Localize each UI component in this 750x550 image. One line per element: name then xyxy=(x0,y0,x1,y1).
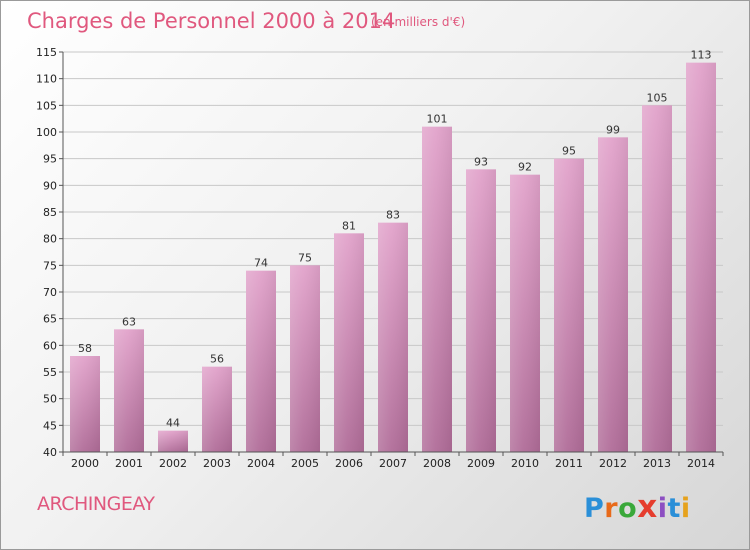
bar-shine xyxy=(686,62,716,453)
bar-shine xyxy=(466,169,496,453)
y-tick-label: 85 xyxy=(43,206,57,219)
y-tick-label: 40 xyxy=(43,446,57,459)
axis-layer: 40 45 50 55 60 65 70 75 80 85 90 95 100 105 110 115 2000… xyxy=(36,46,724,470)
x-tick-label: 2006 xyxy=(335,457,363,470)
y-tick-label: 55 xyxy=(43,366,57,379)
logo-letter: r xyxy=(604,493,619,524)
logo-letter: i xyxy=(680,493,691,524)
bar-layer: 58 63 44 56 74 75 81 83 101 93 92 95 99 105 113 xyxy=(70,49,716,453)
logo-letter: o xyxy=(618,493,638,524)
data-label: 63 xyxy=(122,315,136,328)
data-label: 58 xyxy=(78,342,92,355)
y-tick-label: 65 xyxy=(43,313,57,326)
bar-shine xyxy=(642,105,672,452)
chart-subtitle: (en milliers d'€) xyxy=(371,15,465,29)
x-tick-label: 2008 xyxy=(423,457,451,470)
data-label: 92 xyxy=(518,161,532,174)
y-tick-label: 50 xyxy=(43,393,57,406)
logo-letter: t xyxy=(667,493,681,524)
logo-letter: i xyxy=(657,493,668,524)
x-tick-label: 2009 xyxy=(467,457,495,470)
y-tick-label: 45 xyxy=(43,419,57,432)
bar-shine xyxy=(422,126,452,453)
x-tick-label: 2007 xyxy=(379,457,407,470)
bar-shine xyxy=(114,329,144,452)
x-tick-label: 2010 xyxy=(511,457,539,470)
data-label: 95 xyxy=(562,145,576,158)
y-tick-label: 110 xyxy=(36,73,57,86)
y-tick-label: 115 xyxy=(36,46,57,59)
x-tick-label: 2003 xyxy=(203,457,231,470)
logo-letter: x xyxy=(637,489,658,525)
data-label: 74 xyxy=(254,257,268,270)
data-label: 99 xyxy=(606,123,620,136)
data-label: 101 xyxy=(427,113,448,126)
data-label: 81 xyxy=(342,219,356,232)
data-label: 83 xyxy=(386,209,400,222)
data-label: 44 xyxy=(166,417,180,430)
y-tick-label: 60 xyxy=(43,339,57,352)
data-label: 75 xyxy=(298,251,312,264)
x-tick-label: 2000 xyxy=(71,457,99,470)
y-tick-label: 90 xyxy=(43,179,57,192)
x-tick-label: 2014 xyxy=(687,457,715,470)
chart-title: Charges de Personnel 2000 à 2014 xyxy=(27,9,395,33)
bar-shine xyxy=(70,356,100,452)
bar-shine xyxy=(378,222,408,452)
y-tick-label: 80 xyxy=(43,233,57,246)
data-label: 105 xyxy=(647,91,668,104)
bar-shine xyxy=(246,270,276,452)
y-tick-label: 95 xyxy=(43,153,57,166)
bar-shine xyxy=(202,366,232,452)
bar-shine xyxy=(158,430,188,452)
x-tick-label: 2013 xyxy=(643,457,671,470)
data-label: 113 xyxy=(691,49,712,62)
commune-name: ARCHINGEAY xyxy=(37,493,155,515)
x-tick-label: 2004 xyxy=(247,457,275,470)
bar-shine xyxy=(598,137,628,453)
x-tick-label: 2012 xyxy=(599,457,627,470)
y-tick-label: 75 xyxy=(43,259,57,272)
data-label: 56 xyxy=(210,353,224,366)
y-tick-label: 100 xyxy=(36,126,57,139)
bar-shine xyxy=(510,174,540,452)
bar-shine xyxy=(290,265,320,452)
y-tick-label: 70 xyxy=(43,286,57,299)
x-tick-label: 2005 xyxy=(291,457,319,470)
bar-shine xyxy=(334,233,364,452)
bar-shine xyxy=(554,158,584,452)
proxiti-logo: Proxiti xyxy=(584,489,691,525)
logo-letter: P xyxy=(584,493,605,524)
y-tick-label: 105 xyxy=(36,99,57,112)
x-tick-label: 2002 xyxy=(159,457,187,470)
x-tick-label: 2001 xyxy=(115,457,143,470)
data-label: 93 xyxy=(474,155,488,168)
x-tick-label: 2011 xyxy=(555,457,583,470)
